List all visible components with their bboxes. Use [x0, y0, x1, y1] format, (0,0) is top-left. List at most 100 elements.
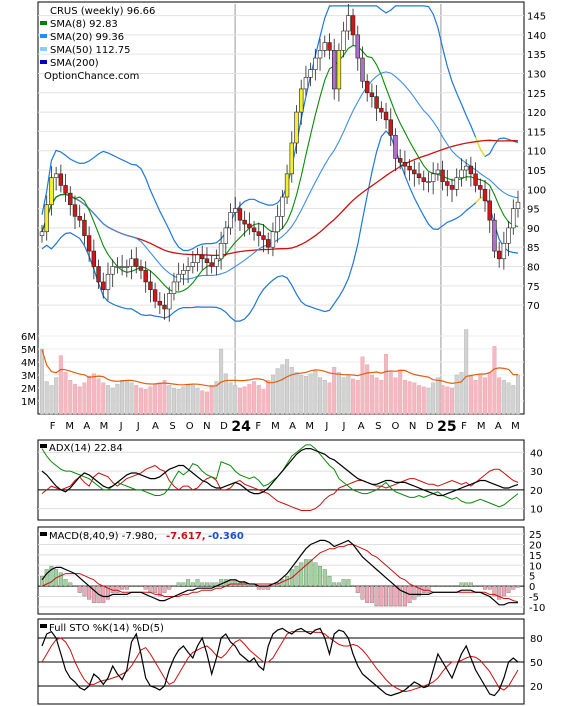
- volume-bar: [223, 373, 228, 415]
- macd-histogram-bar: [157, 585, 162, 597]
- adx-line: [41, 448, 519, 497]
- volume-bar: [72, 383, 77, 415]
- candle-body: [350, 15, 356, 36]
- candle-body: [468, 165, 474, 175]
- x-tick-label: J: [342, 421, 346, 432]
- macd-histogram-bar: [506, 585, 511, 593]
- candle-body: [322, 42, 327, 51]
- macd-histogram-bar: [431, 585, 436, 587]
- volume-bar: [261, 389, 266, 415]
- macd-histogram-bar: [322, 569, 327, 587]
- volume-bar: [167, 385, 172, 415]
- candle-body: [251, 227, 257, 233]
- volume-tick-label: 2M: [21, 384, 36, 395]
- volume-bar: [275, 368, 280, 415]
- volume-bar: [426, 387, 431, 415]
- candle-body: [256, 231, 261, 236]
- candle-body: [138, 266, 144, 271]
- candle-body: [430, 173, 436, 182]
- macd-histogram-bar: [205, 582, 209, 587]
- candle-body: [39, 231, 45, 236]
- volume-bar: [299, 374, 304, 415]
- macd-histogram-bar: [355, 585, 360, 593]
- macd-histogram-bar: [181, 582, 186, 587]
- price-grid: [38, 4, 524, 704]
- macd-histogram-bar: [134, 585, 139, 587]
- volume-bar: [398, 369, 403, 415]
- volume-bar: [233, 385, 238, 415]
- macd-histogram-bar: [44, 569, 49, 587]
- x-tick-label: A: [152, 421, 159, 432]
- macd-histogram-bar: [172, 585, 176, 587]
- volume-bar: [501, 380, 506, 415]
- macd-histogram-bar: [450, 585, 454, 587]
- macd-histogram-bar: [195, 579, 200, 587]
- volume-bar: [247, 383, 252, 415]
- macd-histogram-bar: [516, 585, 520, 588]
- macd-histogram-bar: [124, 585, 129, 590]
- candle-body: [72, 204, 78, 217]
- macd-histogram-bar: [167, 585, 172, 590]
- candle-body: [397, 158, 403, 163]
- x-tick-label: M: [477, 421, 486, 432]
- x-tick-label: J: [136, 421, 140, 432]
- candle-body: [171, 281, 177, 294]
- x-tick-label: S: [169, 421, 175, 432]
- adx-panel-frame: [37, 439, 525, 521]
- macd-histogram-bar: [82, 585, 87, 597]
- macd-histogram-bar: [58, 572, 63, 587]
- price-tick-label: 75: [527, 282, 540, 293]
- volume-bar: [44, 381, 49, 415]
- adx-tick-label: 30: [530, 467, 543, 478]
- volume-bar: [388, 372, 393, 415]
- volume-bar: [237, 387, 242, 415]
- candle-body: [53, 173, 59, 179]
- macd-histogram-bar: [478, 585, 483, 587]
- macd-histogram-bar: [313, 562, 318, 587]
- volume-bar: [369, 374, 374, 415]
- price-tick-label: 110: [527, 147, 546, 158]
- sma8-line: [41, 44, 519, 293]
- adx-panel: ADX(14) 22.84 10 20 30 40: [37, 439, 543, 521]
- macd-histogram-bar: [115, 585, 120, 593]
- candle-body: [421, 177, 426, 182]
- candle-body: [289, 142, 294, 175]
- macd-histogram-bar: [501, 585, 506, 597]
- macd-value-blue: -0.360: [208, 531, 244, 542]
- sto-legend-swatch: [40, 624, 47, 628]
- volume-bar: [450, 387, 455, 415]
- macd-histogram-bar: [360, 585, 365, 600]
- x-tick-label: M: [271, 421, 280, 432]
- candle-body: [86, 235, 92, 252]
- volume-bar: [464, 329, 469, 415]
- candle-body: [402, 161, 408, 167]
- volume-bar: [346, 374, 351, 415]
- volume-bar: [365, 364, 370, 415]
- volume-bar: [336, 372, 341, 415]
- volume-bar: [511, 385, 516, 415]
- bollinger-upper-line: [41, 5, 519, 252]
- volume-bar: [209, 385, 214, 415]
- x-tick-label: F: [255, 421, 261, 432]
- macd-histogram-bar: [87, 585, 92, 600]
- volume-bar: [54, 377, 59, 415]
- candle-body: [119, 266, 125, 268]
- x-tick-label: D: [426, 421, 434, 432]
- volume-bar: [256, 385, 261, 415]
- macd-histogram-bar: [294, 565, 299, 587]
- volume-tick-label: 6M: [21, 332, 36, 343]
- macd-tick-label: 20: [529, 541, 542, 552]
- macd-histogram-bar: [402, 585, 407, 607]
- legend-sma20: SMA(20) 99.36: [50, 32, 124, 43]
- candle-body: [478, 185, 483, 190]
- volume-bar: [327, 382, 332, 415]
- macd-histogram-bar: [468, 582, 473, 587]
- macd-histogram-bar: [73, 585, 77, 587]
- macd-histogram-bar: [346, 579, 351, 587]
- macd-histogram-bar: [365, 585, 370, 603]
- adx-tick-label: 40: [530, 448, 543, 459]
- macd-histogram-bar: [68, 582, 73, 587]
- macd-histogram-bar: [63, 579, 68, 587]
- volume-tick-label: 3M: [21, 371, 36, 382]
